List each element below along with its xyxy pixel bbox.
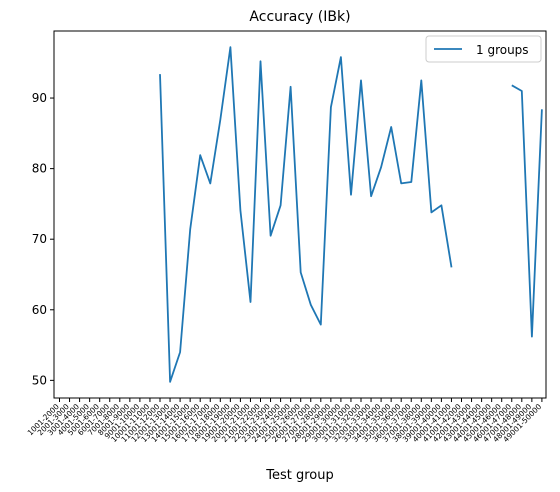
y-tick-label: 90 [32,91,47,105]
chart-title: Accuracy (IBk) [249,9,350,25]
y-axis: 50 60 70 80 90 [32,91,54,387]
plot-series [159,46,543,383]
legend: 1 groups [425,35,542,63]
y-tick-label: 70 [32,232,47,246]
x-axis-label: Test group [265,468,334,483]
plot-frame [53,30,547,399]
y-tick-label: 50 [32,373,47,387]
series-line-1 [159,46,453,383]
y-tick-label: 60 [32,303,47,317]
legend-box [425,35,542,63]
y-tick-label: 80 [32,162,47,176]
series-line-1 [511,84,543,338]
x-axis: 1001-20002001-30003001-40004001-50005001… [26,398,543,444]
legend-label-series-1: 1 groups [476,43,529,57]
